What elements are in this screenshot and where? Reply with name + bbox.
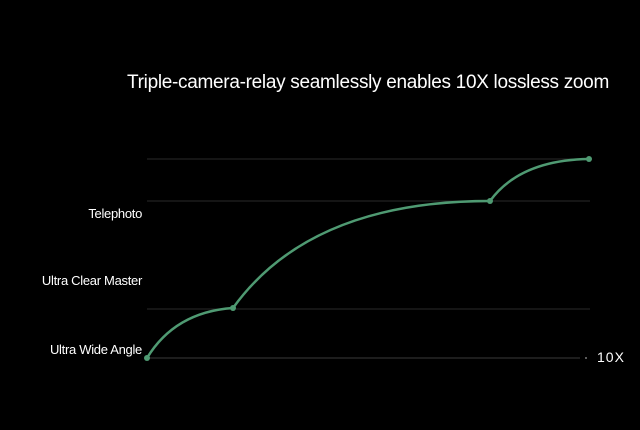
- zoom-curve-ultra-clear: [231, 199, 491, 309]
- data-point-start: [144, 355, 150, 361]
- zoom-curve-telephoto: [488, 157, 590, 202]
- data-point-telephoto-switch: [487, 198, 493, 204]
- chart-title: Triple-camera-relay seamlessly enables 1…: [127, 72, 609, 93]
- data-point-ultra-clear-switch: [230, 305, 236, 311]
- x-axis-end-dot: [585, 357, 587, 359]
- y-label-telephoto: Telephoto: [88, 206, 142, 221]
- y-label-ultra-clear-master: Ultra Clear Master: [41, 273, 142, 288]
- y-label-ultra-wide-angle: Ultra Wide Angle: [49, 342, 142, 357]
- zoom-curve-ultra-wide: [145, 306, 234, 359]
- x-end-label: 10X: [597, 349, 625, 365]
- data-point-end: [586, 156, 592, 162]
